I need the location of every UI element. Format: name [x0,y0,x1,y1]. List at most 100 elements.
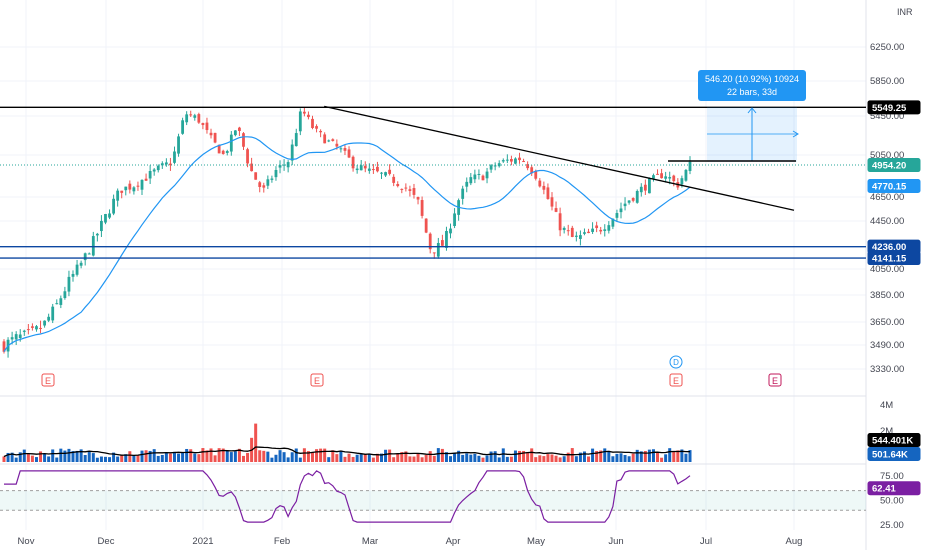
candle-body [112,198,115,214]
volume-bar-64 [262,450,266,462]
event-markers[interactable]: E E E ED [41,355,782,387]
candle-129 [526,161,530,171]
volume-panel[interactable] [2,423,692,462]
candle-101 [412,183,416,199]
volume-bar-3 [14,457,18,462]
volume-bar-19 [79,449,83,462]
volume-bar-37 [152,449,156,462]
volume-bar-160 [651,449,655,462]
candle-body [473,174,477,180]
candle-127 [518,152,521,164]
candle-163 [664,171,668,183]
time-tick-2: 2021 [192,536,213,547]
time-axis[interactable]: Nov Dec 2021 Feb Mar Apr May Jun Jul Aug [18,536,803,547]
price-tick-6: 4050.00 [870,264,904,275]
volume-bar-105 [428,451,432,462]
candle-85 [347,146,351,159]
currency-label[interactable]: INR [897,7,913,17]
dividend-marker[interactable]: D [669,355,683,369]
volume-bar-15 [63,450,67,462]
volume-bar-96 [392,457,396,462]
trendline[interactable] [324,105,795,211]
volume-bar-166 [676,450,680,462]
earnings-marker-box [669,373,683,387]
candle-body [408,189,412,191]
candle-body [505,159,509,161]
volume-bar-24 [99,456,103,462]
volume-bar-120 [489,451,493,462]
horizontal-levels[interactable] [0,106,866,259]
volume-bar-0 [2,456,6,462]
candle-body [664,176,668,179]
candle-body [566,230,570,232]
badge-last-price-box [867,158,921,173]
candle-11 [47,313,51,323]
earnings-marker-1[interactable]: E [310,373,324,387]
volume-bar-16 [67,448,71,462]
volume-bar-161 [656,452,660,462]
volume-bar-89 [363,454,367,462]
badge-support-lower-box [867,251,921,266]
candle-body [335,143,339,147]
measure-arrowhead-up [747,107,757,114]
candle-body [160,163,164,166]
candle-89 [363,161,367,173]
candle-body [684,169,688,181]
badge-rsi-box [867,481,921,496]
volume-bar-58 [237,448,241,462]
time-tick-9: Aug [786,536,803,547]
earnings-marker-0[interactable]: E [41,373,55,387]
volume-bar-169 [688,450,692,462]
volume-bar-52 [213,455,217,462]
volume-bar-157 [639,451,643,462]
badge-last-price: 4954.20 [867,158,921,173]
candle-body [213,132,217,143]
measure-tool[interactable]: 546.20 (10.92%) 10924 22 bars, 33d [668,70,806,162]
candle-body [493,165,497,167]
volume-bar-74 [302,448,306,462]
candle-body [197,114,201,123]
candle-body [526,164,530,169]
candle-148 [603,224,607,237]
volume-bar-94 [384,449,388,462]
candle-body [631,198,635,201]
earnings-marker-label: E [772,376,778,386]
candle-141 [574,231,578,242]
price-panel[interactable]: 546.20 (10.92%) 10924 22 bars, 33d E E E ED [0,70,866,387]
badge-resistance-text: 5549.25 [872,103,907,114]
candle-83 [339,146,343,153]
volume-bar-146 [595,451,599,462]
candle-body [380,172,383,174]
candle-body [546,187,550,199]
candle-body [164,162,168,165]
candle-93 [380,171,383,179]
candle-body [518,157,521,161]
candle-64 [262,182,266,193]
candle-5 [22,329,26,336]
volume-bar-66 [270,457,274,462]
candle-124 [505,154,509,164]
volume-bar-6 [26,453,30,462]
candle-54 [221,149,225,155]
candle-body [225,151,229,153]
candle-body [104,213,107,223]
earnings-marker-2[interactable]: E [669,373,683,387]
earnings-marker-3[interactable]: E [768,373,782,387]
earnings-marker-box [41,373,55,387]
candle-12 [51,303,55,324]
price-axis[interactable]: 6250.00 5850.00 5450.00 5050.00 4650.00 4450.… [870,42,904,531]
candle-29 [120,190,124,199]
rsi-panel[interactable] [0,470,866,523]
candle-136 [554,201,558,213]
time-tick-3: Feb [274,536,290,547]
volume-bar-109 [444,452,448,462]
candle-body [627,200,631,203]
candle-body [250,163,254,172]
volume-bar-128 [522,450,526,462]
candle-body [367,168,371,171]
candle-body [217,144,221,154]
candle-58 [238,126,241,136]
candle-15 [63,286,67,300]
